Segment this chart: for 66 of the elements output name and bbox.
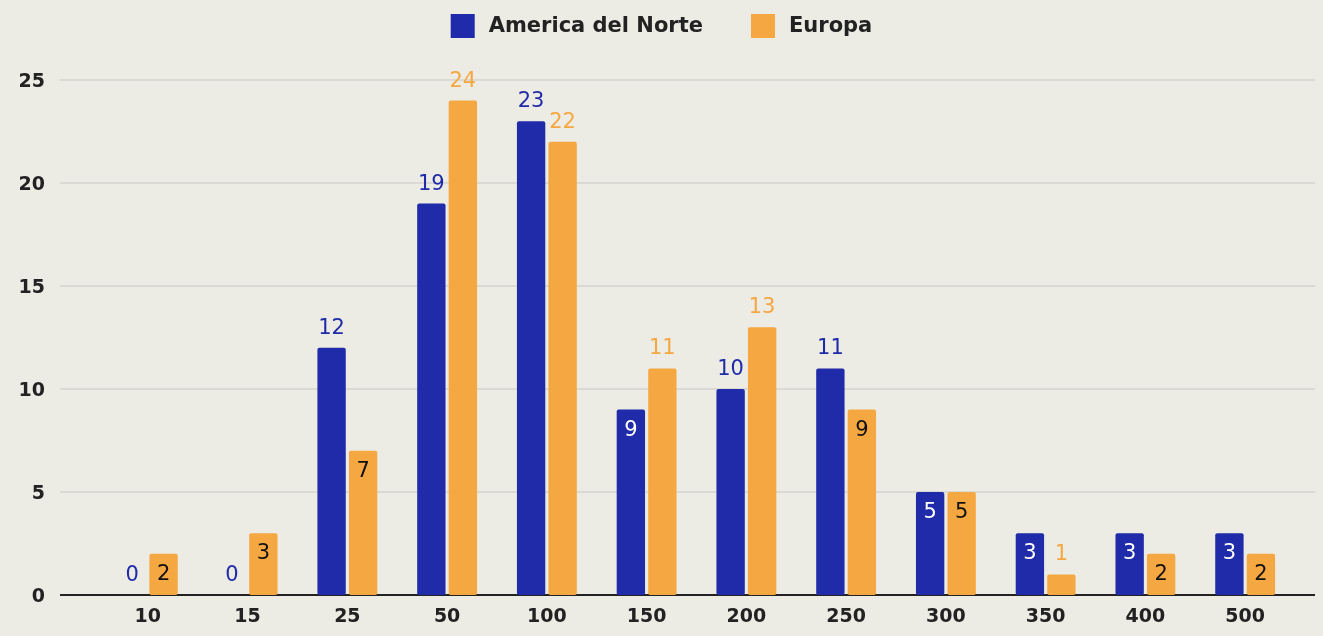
data-label: 3 (1222, 540, 1237, 565)
bar (548, 141, 577, 595)
bar (317, 347, 346, 595)
data-label: 10 (717, 356, 744, 380)
data-label: 2 (1254, 560, 1268, 585)
data-label: 0 (125, 562, 139, 586)
bar (417, 203, 446, 595)
data-label: 22 (549, 108, 576, 133)
bar (1115, 533, 1144, 595)
data-label: 1 (1054, 541, 1069, 566)
x-tick-label: 300 (926, 604, 966, 627)
data-label: 7 (356, 457, 370, 482)
data-label: 24 (449, 67, 477, 92)
x-tick-label: 150 (626, 604, 667, 627)
x-tick-label: 25 (334, 604, 361, 627)
x-tick-label: 50 (433, 604, 461, 627)
data-label: 19 (417, 170, 445, 195)
data-label: 3 (1023, 540, 1037, 565)
data-label: 5 (954, 499, 969, 523)
data-label: 11 (649, 335, 676, 360)
x-tick-label: 400 (1125, 604, 1166, 627)
data-label: 5 (923, 499, 937, 523)
bar (947, 492, 976, 595)
data-label: 3 (256, 540, 271, 565)
x-tick-label: 500 (1225, 604, 1266, 627)
data-label: 2 (156, 560, 171, 585)
data-label: 13 (748, 294, 776, 319)
bar (1047, 574, 1076, 595)
data-label: 9 (855, 416, 869, 441)
data-label: 9 (624, 416, 638, 441)
bar (616, 409, 646, 595)
data-label: 23 (517, 88, 545, 113)
x-tick-label: 250 (826, 604, 866, 627)
legend-label: America del Norte (488, 13, 703, 37)
bar (1215, 533, 1244, 595)
y-tick-label: 5 (31, 480, 45, 503)
bar (1015, 533, 1045, 595)
x-tick-label: 10 (134, 604, 162, 627)
bar (249, 533, 278, 595)
x-tick-label: 200 (726, 604, 767, 627)
bar (448, 100, 478, 595)
bar (716, 389, 745, 595)
data-label: 2 (1154, 560, 1168, 585)
bar (747, 327, 777, 595)
bar (1146, 553, 1176, 595)
data-label: 11 (817, 335, 844, 360)
bar (348, 450, 378, 595)
bar (915, 492, 945, 595)
legend-label: Europa (789, 13, 873, 37)
y-tick-label: 25 (18, 68, 45, 91)
bar (816, 368, 845, 595)
bar (847, 409, 877, 595)
x-tick-label: 100 (527, 604, 567, 627)
data-label: 12 (318, 314, 345, 339)
bar (149, 553, 178, 595)
bar (1246, 553, 1276, 595)
data-label: 0 (225, 562, 239, 586)
y-tick-label: 20 (18, 171, 45, 194)
x-tick-label: 15 (234, 604, 261, 627)
y-tick-label: 0 (31, 583, 45, 606)
x-tick-label: 350 (1025, 604, 1066, 627)
data-label: 3 (1122, 540, 1137, 565)
y-tick-label: 10 (18, 377, 45, 400)
bar (516, 121, 546, 595)
bar (648, 368, 677, 595)
y-tick-label: 15 (18, 274, 45, 297)
